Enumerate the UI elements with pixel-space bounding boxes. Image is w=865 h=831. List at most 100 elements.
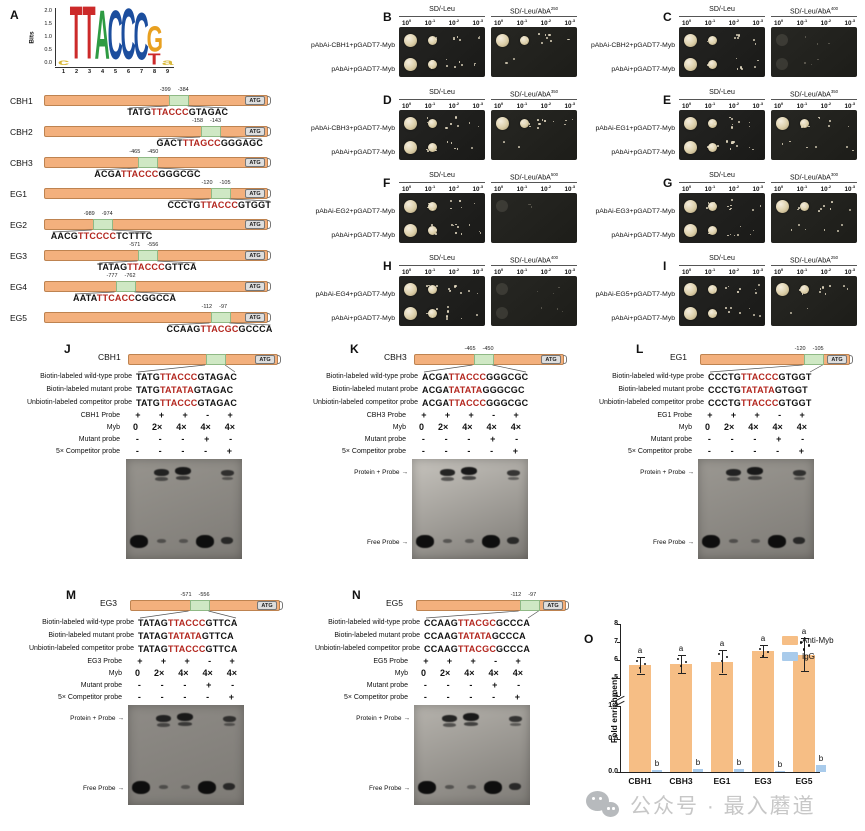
probe-sequence: TATGTTACCCGTAGAC bbox=[136, 372, 237, 382]
colony-dot bbox=[737, 34, 740, 37]
arrow-right-icon: → bbox=[117, 715, 125, 722]
dilution-base: 10 bbox=[728, 186, 736, 194]
colony-dot bbox=[817, 59, 819, 61]
control-label: pAbAi+pGADT7-Myb bbox=[331, 232, 395, 239]
y-axis-line bbox=[620, 624, 621, 696]
colony-dot bbox=[730, 126, 733, 129]
condition-value: - bbox=[423, 692, 427, 702]
colony-spot bbox=[403, 306, 417, 320]
x-category-label: CBH1 bbox=[628, 776, 652, 786]
colony-dot bbox=[549, 40, 552, 43]
condition-value: - bbox=[469, 692, 473, 702]
panel-letter-a: A bbox=[10, 8, 19, 22]
atg-box: ATG bbox=[245, 189, 265, 198]
colony-dot bbox=[753, 39, 755, 41]
atg-box: ATG bbox=[245, 313, 265, 322]
dilution-labels: 100 10-1 10-2 10-3 bbox=[771, 266, 857, 276]
y-tick-mark bbox=[617, 739, 620, 740]
promoter-sequence: CCAAGTTACGCGCCCA bbox=[167, 324, 273, 334]
colony-dot bbox=[522, 36, 525, 38]
condition-label: CBH1 Probe bbox=[80, 411, 120, 419]
colony-spot bbox=[495, 33, 509, 47]
motif-position-right: -974 bbox=[101, 211, 113, 217]
colony-dot bbox=[468, 122, 471, 124]
dilution-exponent: -1 bbox=[523, 184, 528, 189]
condition-value: + bbox=[776, 434, 782, 444]
colony-spot bbox=[683, 140, 697, 154]
control-label: pAbAi+pGADT7-Myb bbox=[611, 315, 675, 322]
colony-dot bbox=[730, 234, 732, 236]
construct-label: pAbAi-CBH3+pGADT7-Myb bbox=[310, 125, 395, 132]
plate-group-control: SD/-Leu 100 10-1 10-2 10-3 bbox=[399, 172, 485, 243]
logo-letter: C bbox=[107, 0, 124, 77]
colony-dot bbox=[729, 116, 731, 119]
atg-notch bbox=[267, 127, 271, 136]
media-label: SD/-Leu bbox=[679, 255, 765, 266]
colony-dot bbox=[556, 308, 559, 310]
condition-row: Myb 0 2× 4× 4× 4× bbox=[8, 421, 290, 433]
probe-sequence: CCAAGTTACGCGCCCA bbox=[424, 644, 530, 654]
promoter-row-eg5: EG5 ATG -112 -97 CCAAGTTACGCGCCCA bbox=[10, 304, 305, 336]
emsa-gel bbox=[128, 705, 244, 805]
colony-dot bbox=[713, 312, 716, 315]
probe-label: Biotin-labeled wild-type probe bbox=[328, 619, 420, 626]
dilution-exponent: -3 bbox=[479, 18, 483, 23]
condition-row: CBH1 Probe + + + - + bbox=[8, 409, 290, 421]
logo-column: A bbox=[95, 3, 110, 72]
logo-column: C bbox=[121, 1, 136, 73]
colony-dot bbox=[505, 62, 508, 65]
emsa-panel-k: K CBH3 ATG -465 -450 Biotin-labeled wild-type… bbox=[294, 340, 576, 563]
colony-spot bbox=[519, 35, 529, 45]
condition-row: Myb 0 2× 4× 4× 4× bbox=[580, 421, 862, 433]
condition-value: 4× bbox=[178, 668, 189, 678]
gel-band bbox=[180, 785, 190, 789]
colony-dot bbox=[537, 33, 540, 36]
colony-dot bbox=[502, 141, 505, 144]
sequence-flank: TCTTTC bbox=[116, 231, 153, 241]
colony-dot bbox=[823, 204, 826, 207]
colony-dot bbox=[454, 223, 457, 226]
condition-label: Myb bbox=[392, 423, 406, 431]
condition-values: - - - + - bbox=[698, 434, 814, 444]
colony-dot bbox=[529, 203, 531, 206]
colony-dot bbox=[450, 200, 453, 203]
dilution-label: 10-2 bbox=[541, 184, 551, 193]
colony-dot bbox=[759, 205, 762, 207]
condition-value: 4× bbox=[464, 668, 475, 678]
emsa-header: N EG5 ATG -112 -97 bbox=[296, 586, 578, 616]
condition-value: + bbox=[492, 680, 498, 690]
gel-band bbox=[176, 476, 190, 480]
dilution-base: 10 bbox=[424, 269, 432, 277]
dilution-exponent: -3 bbox=[479, 184, 483, 189]
colony-dot bbox=[454, 285, 457, 288]
logo-x-tick: 8 bbox=[152, 69, 157, 75]
gene-promoter-bar: ATG bbox=[44, 312, 271, 323]
motif-position-numbers: -120 -105 bbox=[795, 346, 824, 352]
colony-dot bbox=[445, 65, 448, 68]
dilution-exponent: -2 bbox=[455, 18, 460, 23]
dilution-label: 100 bbox=[774, 18, 783, 27]
dilution-labels: 100 10-1 10-2 10-3 bbox=[771, 183, 857, 193]
condition-value: 4× bbox=[200, 422, 211, 432]
colony-dot bbox=[816, 43, 819, 45]
colony-dot bbox=[781, 143, 784, 145]
condition-value: 4× bbox=[512, 668, 523, 678]
dilution-exponent: -2 bbox=[735, 18, 740, 23]
colony-dot bbox=[471, 147, 474, 149]
dilution-label: 10-1 bbox=[797, 101, 807, 110]
condition-value: - bbox=[160, 680, 164, 690]
aba-concentration: 350 bbox=[550, 89, 559, 94]
logo-x-tick: 3 bbox=[87, 69, 92, 75]
gene-promoter-bar: ATG bbox=[700, 354, 853, 365]
logo-glyph-slot: C bbox=[107, 0, 124, 77]
dilution-exponent: -3 bbox=[759, 184, 763, 189]
dilution-base: 10 bbox=[704, 103, 712, 111]
x-category-label: EG1 bbox=[713, 776, 731, 786]
motif-position-left: -571 bbox=[129, 242, 141, 248]
dilution-labels: 100 10-1 10-2 10-3 bbox=[399, 183, 485, 193]
colony-spot bbox=[403, 140, 417, 154]
colony-dot bbox=[568, 38, 570, 41]
condition-values: - - - + - bbox=[414, 680, 530, 690]
dilution-exponent: -2 bbox=[827, 18, 832, 23]
